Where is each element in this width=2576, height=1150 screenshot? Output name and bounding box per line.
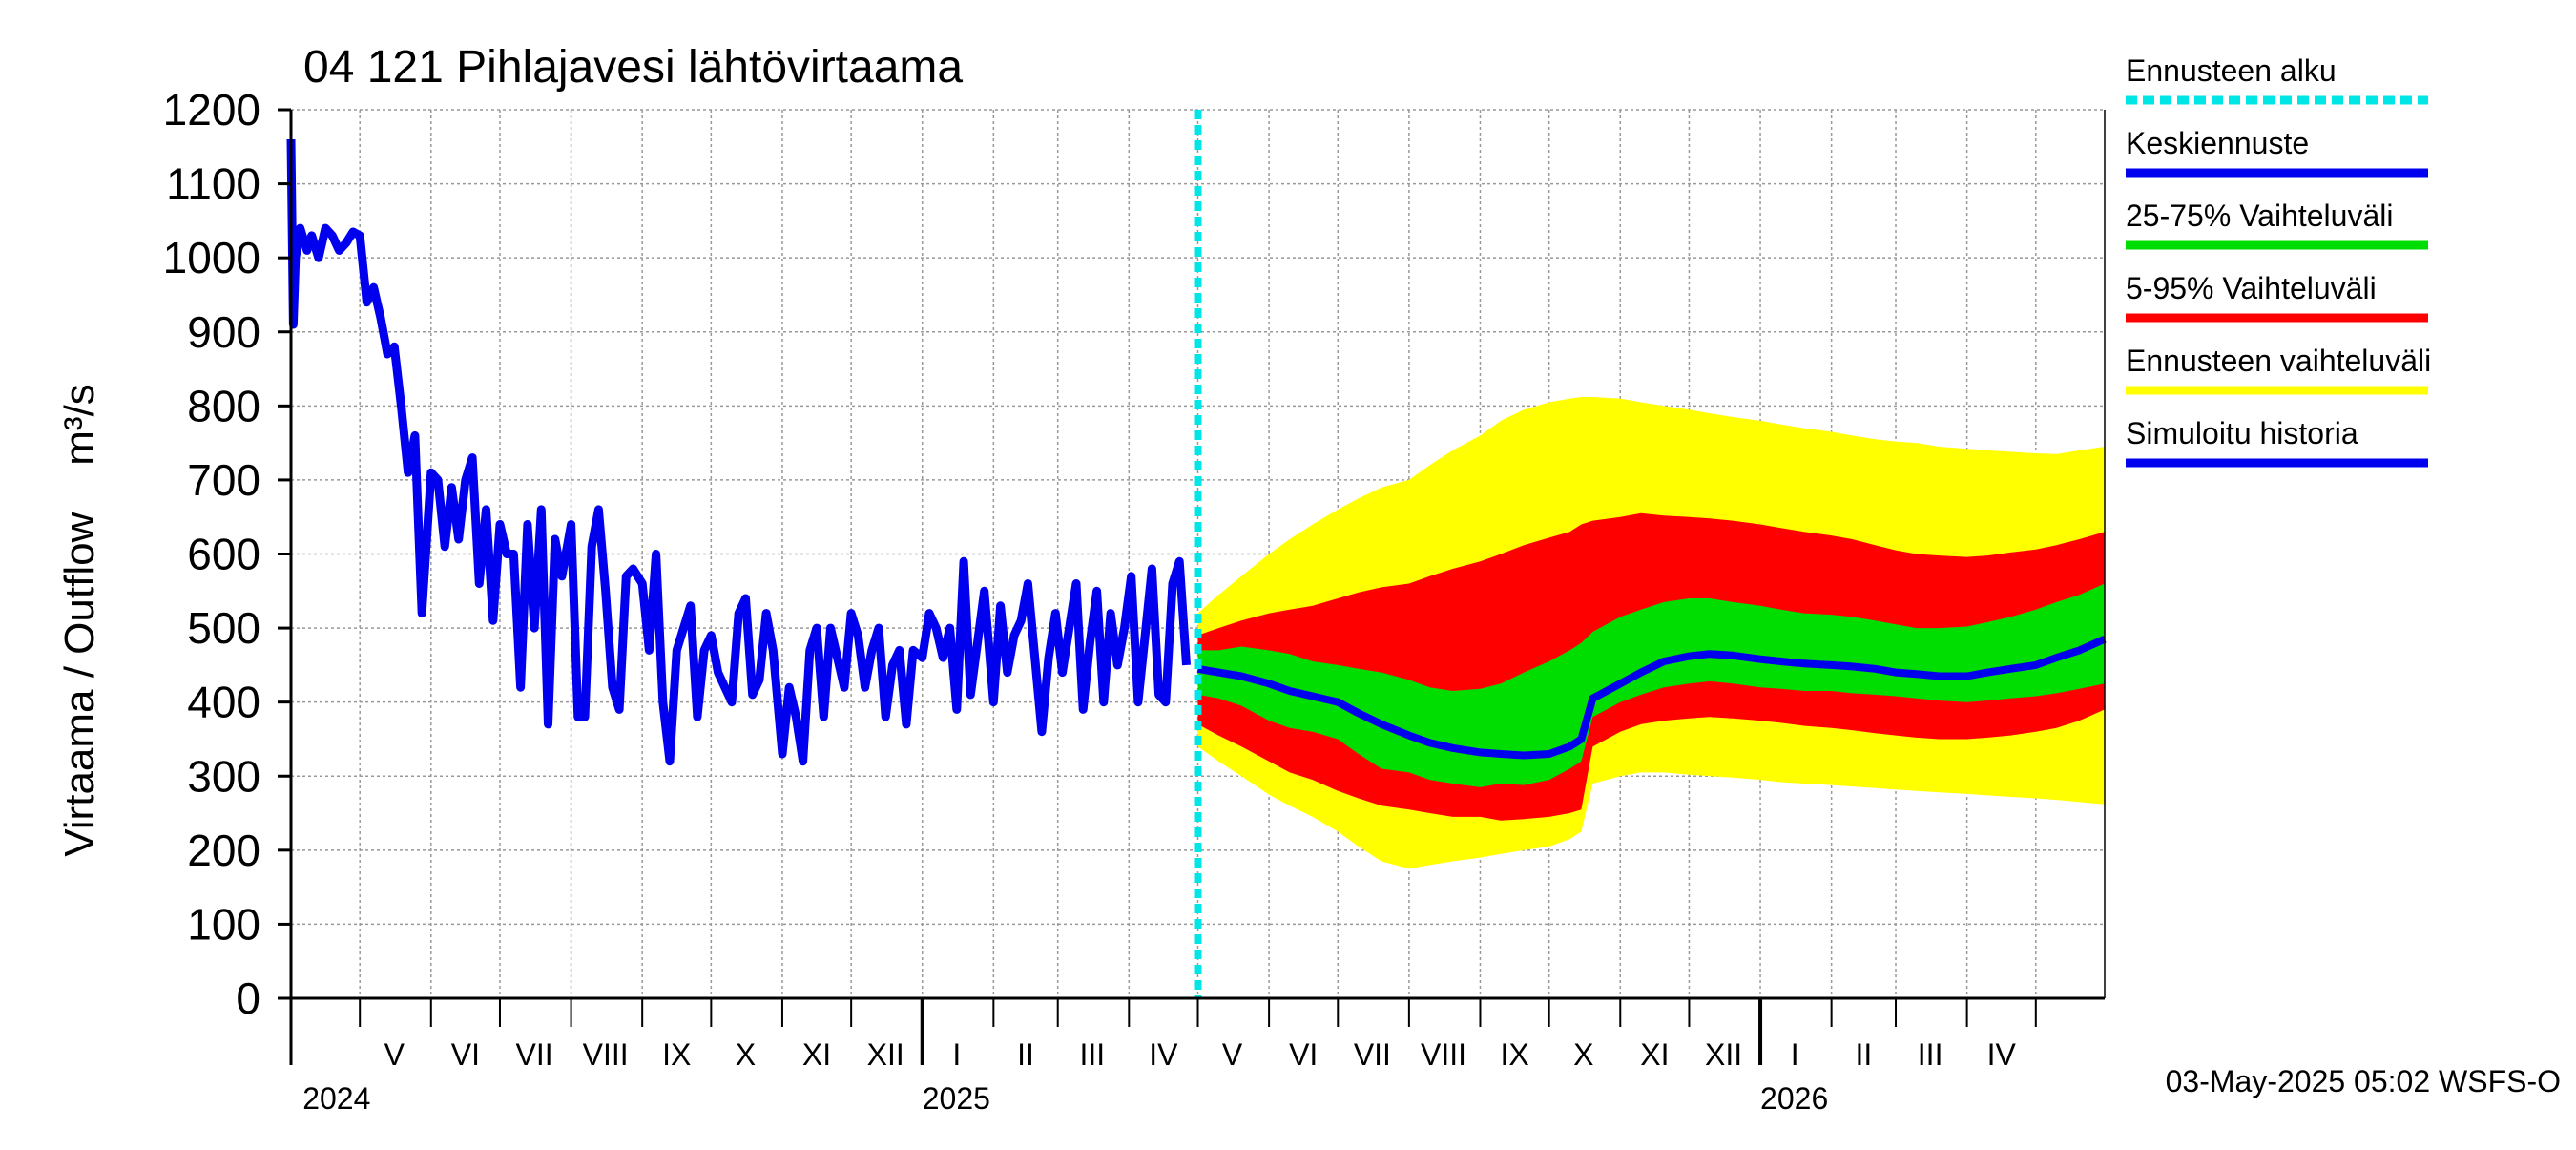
y-tick-label: 1200 [163, 85, 260, 135]
legend-label: Ennusteen alku [2126, 53, 2337, 88]
month-label: VI [1289, 1037, 1318, 1072]
month-label: III [1079, 1037, 1105, 1072]
legend-label: 5-95% Vaihteluväli [2126, 271, 2377, 305]
month-label: VIII [1421, 1037, 1466, 1072]
month-label: I [952, 1037, 961, 1072]
month-label: VII [1354, 1037, 1391, 1072]
month-label: XII [1705, 1037, 1742, 1072]
y-tick-labels: 0 100 200 300 400 500 600 700 800 900 1000 1100 1200 [163, 85, 260, 1023]
y-tick-label: 800 [187, 381, 260, 430]
legend-label: Simuloitu historia [2126, 416, 2358, 450]
legend: Ennusteen alku Keskiennuste 25-75% Vaihtel… [2126, 53, 2431, 468]
y-tick-label: 200 [187, 826, 260, 875]
month-label: VI [451, 1037, 480, 1072]
month-label: IV [1149, 1037, 1178, 1072]
chart-title: 04 121 Pihlajavesi lähtövirtaama [303, 42, 963, 93]
legend-label: 25-75% Vaihteluväli [2126, 199, 2393, 233]
timestamp-footer: 03-May-2025 05:02 WSFS-O [2166, 1064, 2561, 1098]
month-label: X [736, 1037, 756, 1072]
month-label: V [1222, 1037, 1243, 1072]
legend-label: Keskiennuste [2126, 126, 2309, 160]
median-forecast-line [1196, 636, 2107, 760]
simulated-history-line [286, 138, 1191, 766]
month-label: VIII [583, 1037, 629, 1072]
x-tick-labels: V VI VII VIII IX X XI XII I II III IV V VI VII VIII IX X X… [302, 1037, 2016, 1116]
y-tick-label: 1000 [163, 233, 260, 282]
year-label: 2024 [302, 1081, 370, 1116]
y-tick-label: 300 [187, 751, 260, 801]
y-tick-label: 1100 [166, 159, 260, 209]
month-label: XI [802, 1037, 831, 1072]
y-tick-label: 500 [187, 603, 260, 653]
y-tick-label: 600 [187, 530, 260, 579]
axes [278, 108, 2106, 1065]
band-25-75 [1197, 583, 2105, 787]
y-tick-label: 100 [187, 899, 260, 949]
month-label: III [1918, 1037, 1943, 1072]
month-label: IV [1987, 1037, 2017, 1072]
month-label: IX [1500, 1037, 1528, 1072]
month-label: VII [516, 1037, 553, 1072]
month-label: X [1573, 1037, 1593, 1072]
y-tick-label: 0 [236, 973, 260, 1023]
y-tick-label: 700 [187, 455, 260, 505]
month-label: IX [662, 1037, 691, 1072]
month-label: XI [1640, 1037, 1669, 1072]
y-tick-label: 400 [187, 678, 260, 727]
month-label: II [1855, 1037, 1872, 1072]
month-label: V [384, 1037, 405, 1072]
month-label: II [1017, 1037, 1034, 1072]
legend-label: Ennusteen vaihteluväli [2126, 344, 2431, 378]
y-axis-label: Virtaama / Outflow m³/s [56, 384, 103, 857]
month-label: I [1791, 1037, 1799, 1072]
month-label: XII [867, 1037, 904, 1072]
series-lines [286, 110, 2107, 998]
y-tick-label: 900 [187, 307, 260, 357]
year-label: 2026 [1760, 1081, 1828, 1116]
year-label: 2025 [923, 1081, 990, 1116]
